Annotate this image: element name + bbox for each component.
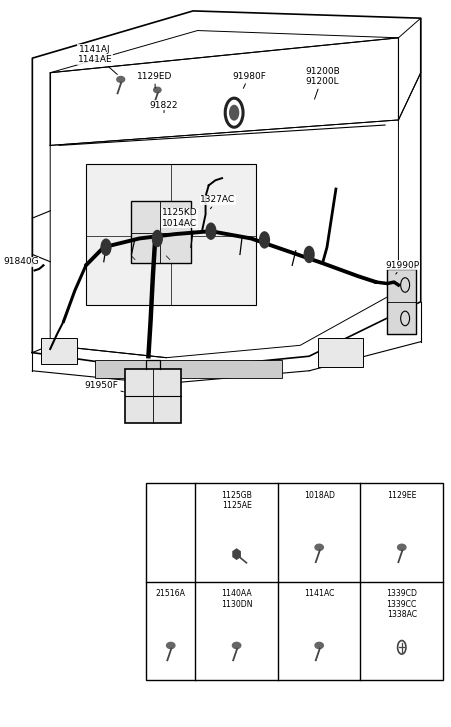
Text: 1129EE: 1129EE [386, 491, 416, 499]
Text: 1140AA
1130DN: 1140AA 1130DN [221, 589, 252, 608]
Text: 1141AC: 1141AC [303, 589, 334, 598]
Bar [130, 201, 190, 263]
Circle shape [206, 223, 215, 239]
Circle shape [259, 232, 269, 248]
Text: 91840G: 91840G [3, 257, 43, 266]
Ellipse shape [314, 643, 322, 648]
Bar [318, 338, 362, 367]
Text: 1327AC: 1327AC [200, 196, 235, 209]
Ellipse shape [116, 76, 124, 82]
Circle shape [304, 246, 313, 262]
Ellipse shape [166, 643, 175, 648]
Text: 1339CD
1339CC
1338AC: 1339CD 1339CC 1338AC [386, 589, 416, 619]
Circle shape [229, 105, 238, 120]
Ellipse shape [314, 545, 322, 550]
Text: 91200B
91200L: 91200B 91200L [304, 67, 339, 99]
Circle shape [152, 230, 162, 246]
Text: 1018AD: 1018AD [303, 491, 334, 499]
Circle shape [101, 239, 110, 255]
Ellipse shape [153, 87, 161, 93]
Text: 91950F: 91950F [84, 381, 123, 392]
Polygon shape [232, 549, 239, 559]
Text: 1129ED: 1129ED [137, 72, 172, 88]
Text: 91980F: 91980F [231, 72, 265, 89]
Text: 1141AJ
1141AE: 1141AJ 1141AE [78, 45, 117, 74]
Text: 91990P: 91990P [385, 261, 419, 274]
Text: 1125KD
1014AC: 1125KD 1014AC [161, 209, 197, 228]
Bar [95, 360, 282, 378]
Bar [41, 338, 77, 364]
Text: 1125GB
1125AE: 1125GB 1125AE [221, 491, 252, 510]
Polygon shape [387, 269, 415, 334]
Ellipse shape [232, 643, 240, 648]
Text: 91822: 91822 [149, 101, 178, 113]
Bar [146, 483, 442, 680]
Bar [125, 369, 180, 423]
Ellipse shape [397, 545, 405, 550]
Bar [86, 164, 255, 305]
Text: 21516A: 21516A [156, 589, 185, 598]
